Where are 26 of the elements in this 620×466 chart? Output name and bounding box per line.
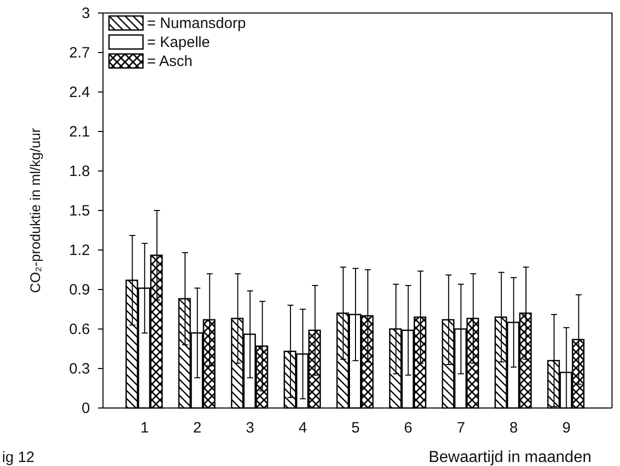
y-tick-label: 3 [82,4,90,22]
legend-label: = Kapelle [147,34,210,51]
y-tick-label: 2.7 [69,44,90,62]
x-tick-label: 2 [193,420,202,437]
y-tick-label: 2.4 [69,84,90,101]
text: ig 12 [2,449,35,466]
legend-label: = Asch [147,53,192,70]
x-tick-label: 9 [562,420,571,437]
x-tick-label: 7 [456,420,466,437]
legend-label: = Numansdorp [147,15,246,32]
x-axis-title: Bewaartijd in maanden [428,449,592,466]
x-tick-label: 4 [298,420,307,437]
y-tick-label: 0.6 [69,320,90,338]
x-tick-label: 5 [351,420,360,437]
x-tick-label: 6 [404,420,412,437]
y-tick-label: 1.2 [69,242,90,259]
y-tick-label: 2.1 [69,123,90,140]
x-tick-label: 3 [246,420,254,437]
y-tick-label: 1.8 [69,162,90,180]
x-tick-label: 1 [140,420,149,437]
y-tick-label: 0 [82,400,90,417]
x-tick-label: 8 [509,420,518,437]
y-tick-label: 0.3 [69,360,90,378]
y-axis-title: CO₂-produktie in ml/kg/uur [27,128,43,293]
y-tick-label: 0.9 [69,281,90,298]
y-tick-label: 1.5 [69,202,90,220]
